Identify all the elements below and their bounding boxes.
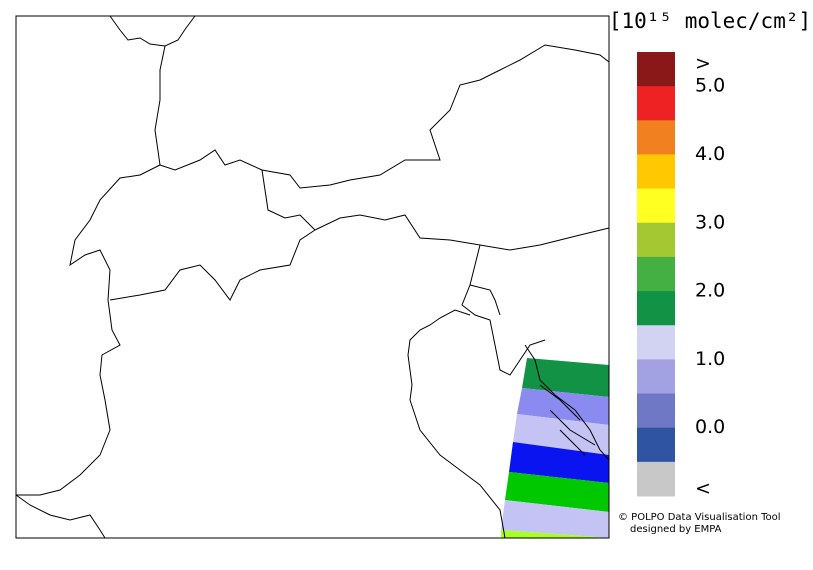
- colorbar-segment: [637, 188, 675, 224]
- swath: [501, 358, 609, 538]
- coast: [524, 344, 610, 461]
- colorbar-segment: [637, 86, 675, 121]
- swath-stripe: [501, 530, 609, 538]
- islands: [539, 384, 596, 456]
- colorbar-label: 0.0: [695, 416, 725, 438]
- map-outlines: [15, 15, 610, 539]
- colorbar-segment: [637, 427, 675, 463]
- colorbar-label: <: [695, 478, 711, 500]
- border: [109, 15, 196, 47]
- border: [16, 164, 161, 496]
- colorbar-segment: [637, 120, 675, 155]
- swath-stripe: [513, 414, 609, 455]
- colorbar-segment: [637, 325, 675, 360]
- colorbar-segment: [637, 461, 675, 497]
- colorbar-segment: [637, 256, 675, 292]
- border: [469, 284, 501, 316]
- border: [461, 244, 546, 376]
- border: [154, 45, 610, 251]
- colorbar-label: 2.0: [695, 280, 725, 302]
- coast: [15, 494, 106, 539]
- swath-stripe: [505, 472, 609, 512]
- colorbar-segment: [637, 291, 675, 326]
- credit: designed by EMPA: [630, 524, 722, 535]
- coast: [407, 309, 506, 539]
- border: [261, 44, 610, 189]
- swath-stripe: [501, 500, 609, 538]
- colorbar-label: 1.0: [695, 348, 725, 370]
- border: [109, 229, 316, 301]
- colorbar-unit: [10¹⁵ molec/cm²]: [609, 9, 811, 33]
- colorbar-segment: [637, 52, 675, 87]
- colorbar-label: 5.0: [695, 75, 725, 97]
- colorbar-label: 3.0: [695, 211, 725, 233]
- colorbar-label: 4.0: [695, 143, 725, 165]
- credit: © POLPO Data Visualisation Tool: [618, 512, 781, 523]
- colorbar-label: >: [695, 52, 711, 74]
- swath-stripe: [509, 442, 609, 483]
- colorbar-segment: [637, 359, 675, 395]
- colorbar-segment: [637, 154, 675, 190]
- colorbar-segment: [637, 222, 675, 258]
- swath-stripe: [517, 388, 609, 425]
- map-frame: [15, 15, 610, 539]
- colorbar-segment: [637, 393, 675, 429]
- colorbar: >5.0 4.0 3.0 2.0 1.0 0.0 <: [637, 52, 725, 500]
